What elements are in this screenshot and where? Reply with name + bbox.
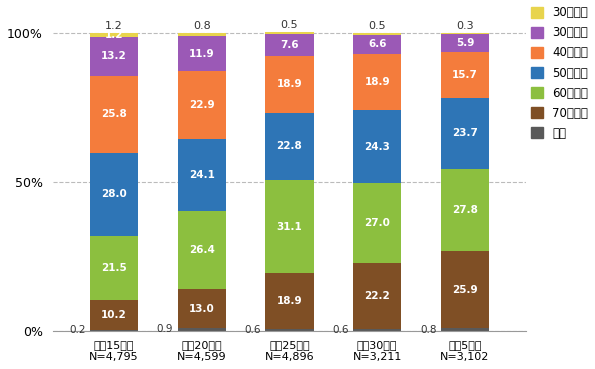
Bar xyxy=(265,113,314,180)
Bar xyxy=(177,36,226,71)
Text: 22.8: 22.8 xyxy=(277,141,302,151)
Text: 24.3: 24.3 xyxy=(364,142,390,152)
Text: 27.8: 27.8 xyxy=(452,205,478,215)
Bar xyxy=(265,56,314,113)
Text: 25.8: 25.8 xyxy=(101,109,127,119)
Bar xyxy=(353,110,401,183)
Bar xyxy=(441,34,489,52)
Text: 18.9: 18.9 xyxy=(277,296,302,306)
Bar xyxy=(265,329,314,331)
Text: 25.9: 25.9 xyxy=(452,285,478,295)
Bar xyxy=(353,263,401,329)
Text: 0.9: 0.9 xyxy=(156,324,173,334)
Text: 5.9: 5.9 xyxy=(456,38,474,48)
Legend: 30歳未満, 30歳以上, 40歳以上, 50歳以上, 60歳以上, 70歳以上, 不明: 30歳未満, 30歳以上, 40歳以上, 50歳以上, 60歳以上, 70歳以上… xyxy=(531,6,588,140)
Bar xyxy=(90,33,138,37)
Text: 6.6: 6.6 xyxy=(368,39,386,49)
Bar xyxy=(265,180,314,273)
Text: 0.6: 0.6 xyxy=(332,325,349,335)
Text: 0.8: 0.8 xyxy=(420,325,436,335)
Text: 1.2: 1.2 xyxy=(105,30,123,40)
Text: 0.2: 0.2 xyxy=(69,325,86,335)
Text: 23.7: 23.7 xyxy=(452,128,478,138)
Bar xyxy=(90,300,138,330)
Bar xyxy=(353,183,401,263)
Text: 18.9: 18.9 xyxy=(364,77,390,87)
Text: 7.6: 7.6 xyxy=(280,40,299,50)
Bar xyxy=(441,52,489,98)
Bar xyxy=(90,236,138,300)
Text: 27.0: 27.0 xyxy=(364,218,390,228)
Bar xyxy=(90,330,138,331)
Text: 28.0: 28.0 xyxy=(101,189,127,199)
Bar xyxy=(353,35,401,54)
Text: 1.2: 1.2 xyxy=(105,21,123,31)
Bar xyxy=(90,76,138,153)
Bar xyxy=(353,54,401,110)
Bar xyxy=(441,328,489,331)
Text: 0.6: 0.6 xyxy=(245,325,261,335)
Bar xyxy=(265,273,314,329)
Text: 22.9: 22.9 xyxy=(189,100,215,110)
Bar xyxy=(353,33,401,35)
Text: 0.8: 0.8 xyxy=(193,21,211,31)
Bar xyxy=(177,289,226,328)
Text: 11.9: 11.9 xyxy=(189,48,215,59)
Bar xyxy=(441,169,489,251)
Text: 13.0: 13.0 xyxy=(189,304,215,314)
Text: 26.4: 26.4 xyxy=(189,245,215,255)
Text: 24.1: 24.1 xyxy=(189,170,215,180)
Bar xyxy=(441,251,489,328)
Text: 0.5: 0.5 xyxy=(281,20,298,30)
Bar xyxy=(441,33,489,34)
Bar xyxy=(177,211,226,289)
Text: 0.5: 0.5 xyxy=(368,21,386,31)
Bar xyxy=(265,34,314,56)
Text: 22.2: 22.2 xyxy=(364,291,390,301)
Text: 10.2: 10.2 xyxy=(101,310,127,320)
Text: 21.5: 21.5 xyxy=(101,263,127,273)
Bar xyxy=(177,71,226,139)
Bar xyxy=(177,139,226,211)
Text: 18.9: 18.9 xyxy=(277,79,302,89)
Text: 15.7: 15.7 xyxy=(452,70,478,80)
Bar xyxy=(353,329,401,331)
Text: 13.2: 13.2 xyxy=(101,51,127,61)
Bar xyxy=(265,32,314,34)
Text: 31.1: 31.1 xyxy=(277,221,302,231)
Text: 0.3: 0.3 xyxy=(456,21,474,31)
Bar xyxy=(90,153,138,236)
Bar xyxy=(441,98,489,169)
Bar xyxy=(90,37,138,76)
Bar xyxy=(177,328,226,331)
Bar xyxy=(177,34,226,36)
